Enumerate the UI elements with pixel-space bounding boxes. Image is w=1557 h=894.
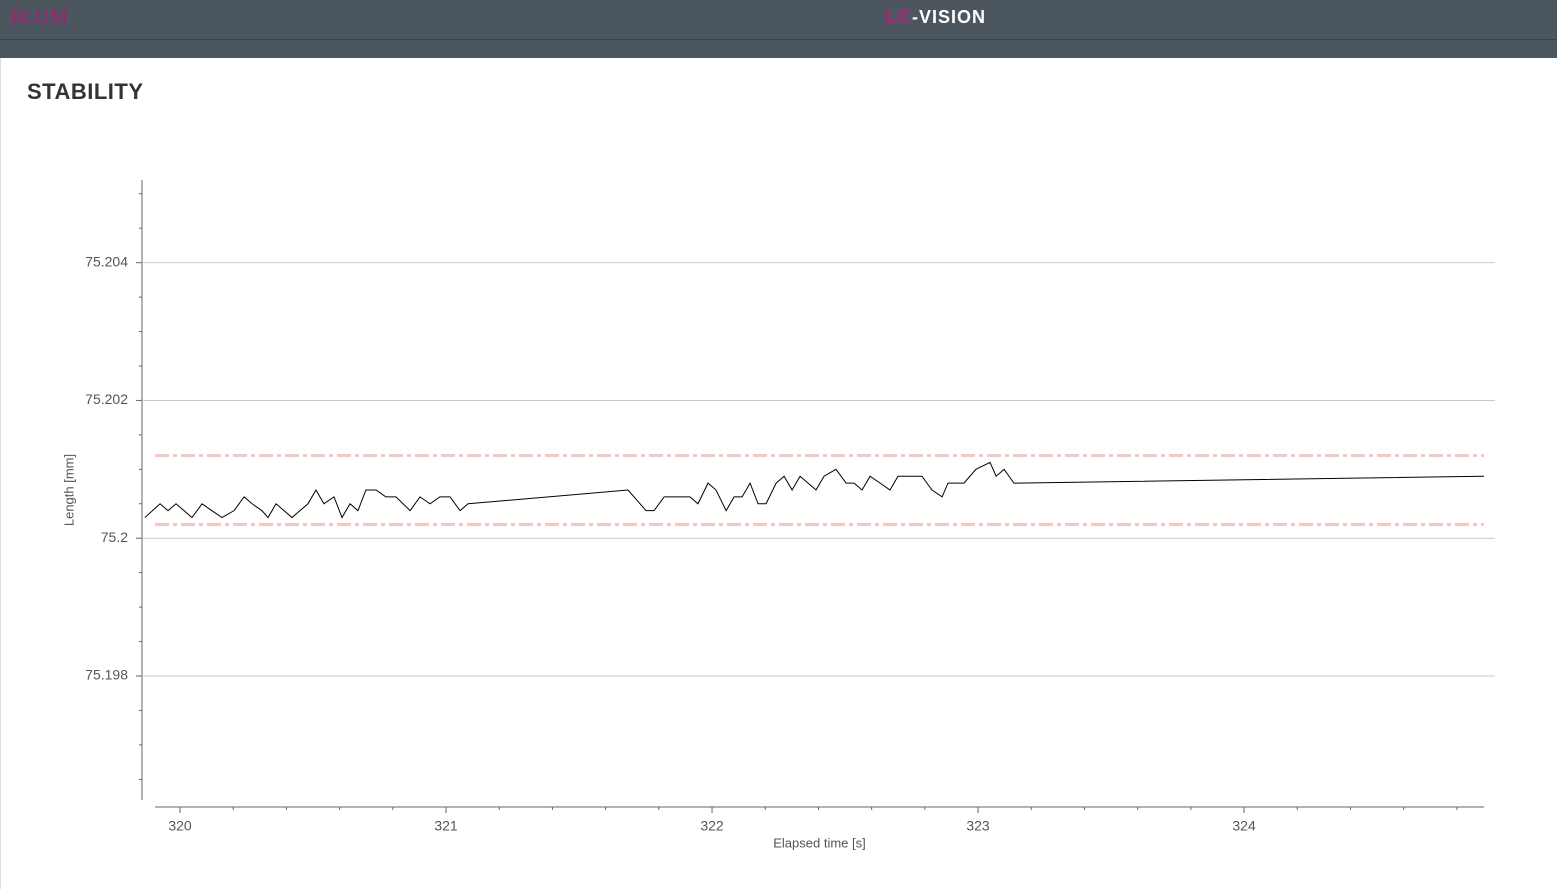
y-tick-label: 75.198 <box>85 667 128 683</box>
x-tick-label: 320 <box>168 818 192 834</box>
app-title-accent: LC <box>886 7 912 27</box>
x-axis-label: Elapsed time [s] <box>773 835 866 850</box>
logo[interactable]: BLUM <box>10 7 68 29</box>
x-tick-label: 321 <box>434 818 458 834</box>
x-tick-label: 323 <box>966 818 990 834</box>
x-tick-label: 324 <box>1232 818 1256 834</box>
y-tick-label: 75.2 <box>101 529 128 545</box>
page-title: STABILITY <box>27 79 144 104</box>
y-tick-label: 75.202 <box>85 391 128 407</box>
y-axis-label: Length [mm] <box>61 454 76 526</box>
x-tick-label: 322 <box>700 818 724 834</box>
chart: 75.198 75.2 75.202 75.204 320 321 322 323 324 Ela… <box>61 180 1495 850</box>
app-title: LC-VISION <box>886 7 986 27</box>
app-title-rest: -VISION <box>912 7 986 27</box>
y-tick-label: 75.204 <box>85 253 128 269</box>
header-bar <box>0 0 1557 58</box>
data-line <box>144 461 1485 519</box>
